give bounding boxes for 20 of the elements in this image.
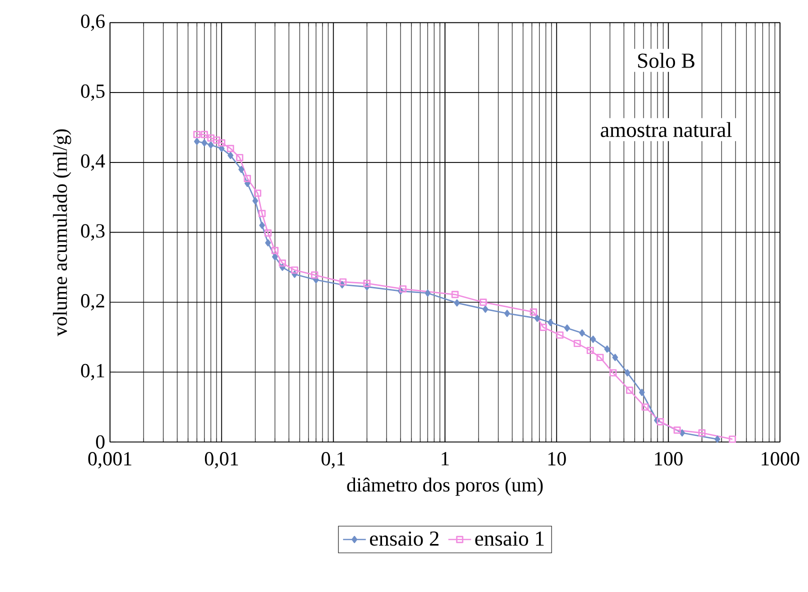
y-tick-label: 0,4 (81, 154, 105, 171)
x-tick-label: 100 (655, 452, 683, 466)
x-tick-label: 1 (442, 452, 449, 466)
y-axis-title: volume acumulado (ml/g) (52, 129, 72, 336)
y-tick-label: 0,2 (81, 294, 104, 310)
x-tick-label: 0,01 (204, 452, 238, 468)
x-tick-label: 10 (548, 452, 566, 466)
y-tick-label: 0,5 (81, 84, 105, 101)
x-axis-title: diâmetro dos poros (um) (347, 478, 543, 496)
x-tick-label: 0,001 (88, 452, 132, 468)
y-tick-label: 0,6 (81, 14, 105, 31)
legend-label: ensaio 1 (475, 531, 544, 546)
x-tick-label: 0,1 (322, 452, 345, 468)
annotation: amostra natural (600, 122, 732, 138)
y-tick-label: 0,3 (81, 224, 105, 241)
legend-label: ensaio 2 (370, 531, 438, 546)
y-tick-label: 0 (96, 435, 105, 449)
y-tick-label: 0,1 (81, 364, 104, 380)
x-tick-label: 1000 (762, 452, 800, 466)
annotation: Solo B (638, 52, 694, 68)
